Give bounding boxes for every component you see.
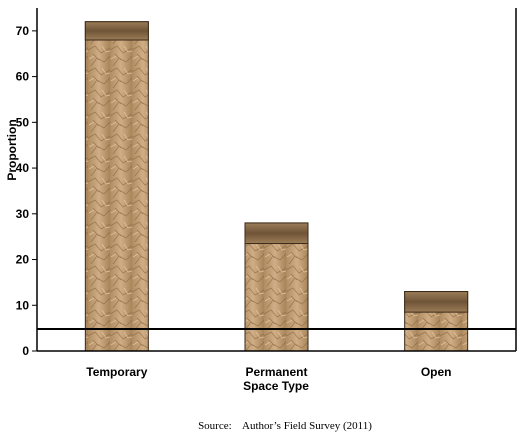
source-note: Source: Author’s Field Survey (2011) <box>198 420 372 432</box>
y-tick-label: 20 <box>16 253 30 267</box>
bar-cap-open <box>404 291 469 313</box>
bar-temporary <box>84 21 149 352</box>
y-tick-label: 70 <box>16 24 30 38</box>
bar-cap-temporary <box>84 21 149 41</box>
x-tick-label-temporary: Temporary <box>86 365 147 379</box>
bar-cap-permanent <box>244 222 309 245</box>
x-tick-label-permanent: Permanent <box>245 365 307 379</box>
y-tick-label: 50 <box>16 115 30 129</box>
y-tick-label: 10 <box>16 298 30 312</box>
bars <box>84 21 469 352</box>
x-axis-label: Space Type <box>243 379 309 393</box>
y-tick-label: 30 <box>16 207 30 221</box>
y-tick-label: 60 <box>16 70 30 84</box>
y-axis-ticks: 0 10 20 30 40 50 60 70 <box>16 24 37 358</box>
y-tick-label: 40 <box>16 161 30 175</box>
y-tick-label: 0 <box>22 344 29 358</box>
x-tick-label-open: Open <box>421 365 452 379</box>
y-axis-label: Proportion <box>5 119 19 180</box>
x-axis-tick-labels: Temporary Permanent Open <box>86 365 451 379</box>
